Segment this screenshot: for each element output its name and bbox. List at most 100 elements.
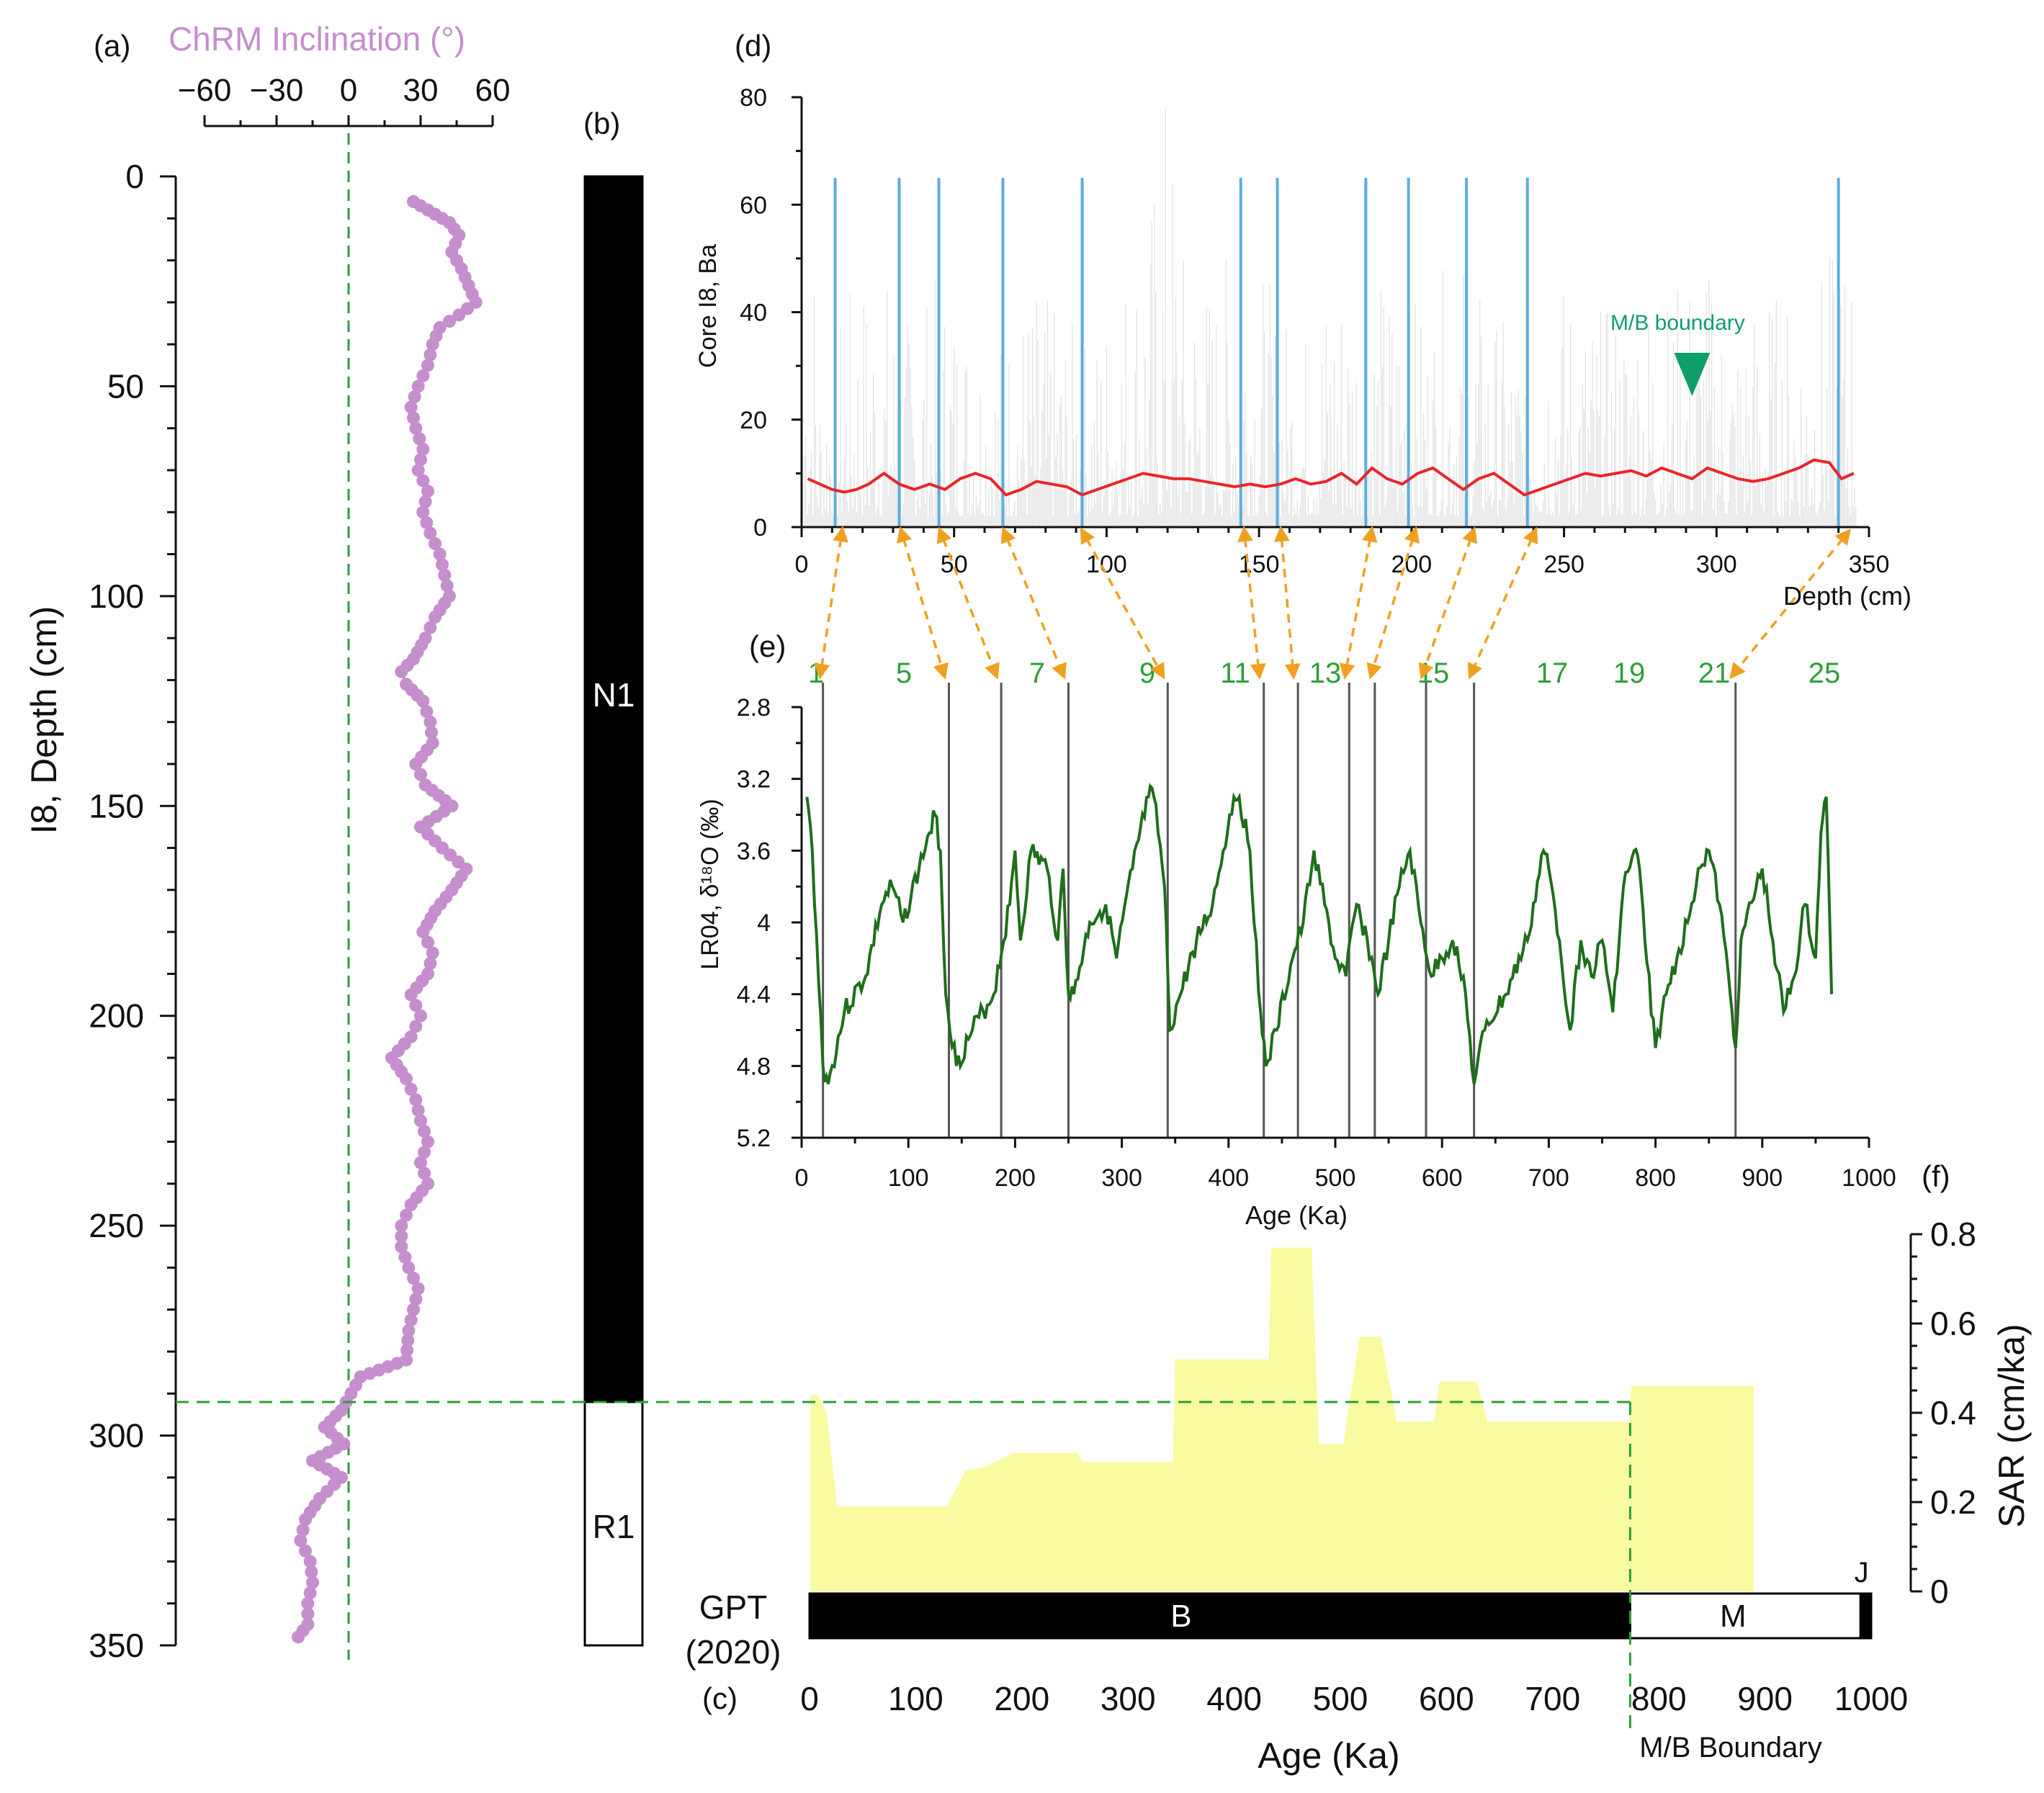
inclination-point xyxy=(404,1313,418,1327)
sar-y-tick-label: 0.8 xyxy=(1930,1215,1976,1253)
panel-label-d: (d) xyxy=(735,29,771,63)
d18o-x-tick-label: 900 xyxy=(1742,1164,1783,1192)
guide-lines xyxy=(176,1401,1631,1728)
inclination-point xyxy=(418,495,432,508)
inclination-point xyxy=(404,1082,418,1096)
inclination-point xyxy=(414,1114,427,1128)
inclination-point xyxy=(426,946,439,960)
inclination-point xyxy=(294,1534,308,1547)
mis-label: 7 xyxy=(1029,657,1045,689)
panel-c-timescale: B M J 0 100 200 300 400 500 600 700 800 900 1000 xyxy=(800,1557,1908,1717)
inclination-point xyxy=(416,369,430,382)
inclination-point xyxy=(421,485,434,498)
inclination-point xyxy=(395,665,408,678)
chron-label-j: J xyxy=(1855,1557,1869,1588)
inclination-point xyxy=(418,1125,431,1138)
gpt-x-tick-label: 900 xyxy=(1737,1680,1793,1717)
gpt-title-line1: GPT xyxy=(699,1588,768,1626)
tie-arrow xyxy=(814,526,848,680)
panel-f-sar: 0 0.2 0.4 0.6 0.8 xyxy=(810,1215,1976,1610)
age-big-title: Age (Ka) xyxy=(1258,1735,1399,1776)
inclination-point xyxy=(400,1072,413,1086)
inclination-point xyxy=(440,579,454,593)
inclination-point xyxy=(407,411,420,425)
depth-tick-label: 0 xyxy=(125,158,144,195)
inclination-point xyxy=(416,694,430,708)
ba-axis-title: Core I8, Ba xyxy=(694,244,722,368)
ba-x-tick-label: 0 xyxy=(795,551,809,578)
tie-arrow xyxy=(1418,526,1478,680)
inclination-point xyxy=(416,925,430,939)
inclination-point xyxy=(404,988,418,1002)
mis-label: 13 xyxy=(1309,657,1342,689)
inclination-point xyxy=(421,359,434,372)
incl-tick-label: 30 xyxy=(403,73,439,108)
ba-y-tick-label: 0 xyxy=(753,514,767,542)
inclination-point xyxy=(408,390,421,403)
inclination-point xyxy=(414,1009,427,1023)
d18o-series xyxy=(805,783,1834,1084)
inclination-point xyxy=(423,348,437,361)
polarity-segment-n1 xyxy=(583,175,644,1403)
panel-label-c: (c) xyxy=(702,1681,738,1715)
inclination-point xyxy=(402,1261,416,1275)
inclination-point xyxy=(423,526,437,540)
chron-label-m: M xyxy=(1720,1599,1747,1634)
d18o-x-tick-label: 300 xyxy=(1101,1164,1142,1192)
depth-tick-label: 300 xyxy=(89,1417,144,1455)
mis-label: 25 xyxy=(1808,657,1841,689)
d18o-x-tick-label: 600 xyxy=(1422,1164,1463,1192)
depth-tick-label: 250 xyxy=(89,1207,144,1244)
panel-label-e: (e) xyxy=(749,629,786,663)
tie-arrows xyxy=(814,526,1851,680)
tie-arrow xyxy=(936,526,1000,680)
ba-x-tick-label: 300 xyxy=(1696,551,1737,578)
age-small-title: Age (Ka) xyxy=(1245,1200,1348,1230)
depth-cm-title: Depth (cm) xyxy=(1783,581,1911,611)
mb-boundary-annotation: M/B boundary xyxy=(1610,311,1745,335)
inclination-point xyxy=(296,1523,310,1537)
mis-label: 9 xyxy=(1139,657,1155,689)
tie-arrow xyxy=(1467,526,1538,680)
ba-raw-series xyxy=(804,109,1857,527)
inclination-point xyxy=(418,1146,431,1159)
inclination-point xyxy=(299,1513,312,1527)
inclination-point xyxy=(438,568,452,582)
inclination-point xyxy=(413,432,426,446)
inclination-point xyxy=(414,1156,427,1169)
incl-tick-label: −30 xyxy=(250,73,304,108)
inclination-point xyxy=(411,464,425,477)
inclination-point xyxy=(398,1250,412,1264)
mis-label: 5 xyxy=(896,657,912,689)
inclination-point xyxy=(425,726,438,740)
inclination-point xyxy=(407,1272,420,1285)
inclination-point xyxy=(416,505,430,519)
inclination-point xyxy=(429,537,441,550)
inclination-point xyxy=(452,308,466,322)
sar-y-tick-label: 0 xyxy=(1930,1573,1949,1610)
polarity-label-r1: R1 xyxy=(593,1508,635,1545)
panel-label-f: (f) xyxy=(1922,1159,1950,1193)
chron-j xyxy=(1859,1592,1873,1640)
inclination-point xyxy=(429,611,441,624)
ba-x-tick-label: 250 xyxy=(1543,551,1584,578)
inclination-point xyxy=(423,715,437,729)
inclination-point xyxy=(306,1576,319,1589)
chron-b xyxy=(808,1592,1631,1640)
mis-label: 11 xyxy=(1220,657,1250,689)
inclination-point xyxy=(395,1240,408,1254)
inclination-point xyxy=(409,1293,423,1306)
d18o-y-tick-label: 4.8 xyxy=(737,1053,771,1080)
sar-y-tick-label: 0.6 xyxy=(1930,1305,1976,1342)
inclination-point xyxy=(426,338,439,351)
chron-label-b: B xyxy=(1170,1599,1191,1634)
inclination-point xyxy=(402,1324,416,1337)
gpt-x-tick-label: 0 xyxy=(800,1680,819,1717)
gpt-x-tick-label: 100 xyxy=(888,1680,943,1717)
inclination-point xyxy=(411,1282,425,1295)
mis-label: 17 xyxy=(1536,657,1569,689)
tie-arrow xyxy=(1000,526,1067,680)
incl-tick-label: 60 xyxy=(475,73,511,108)
inclination-point xyxy=(433,547,447,561)
